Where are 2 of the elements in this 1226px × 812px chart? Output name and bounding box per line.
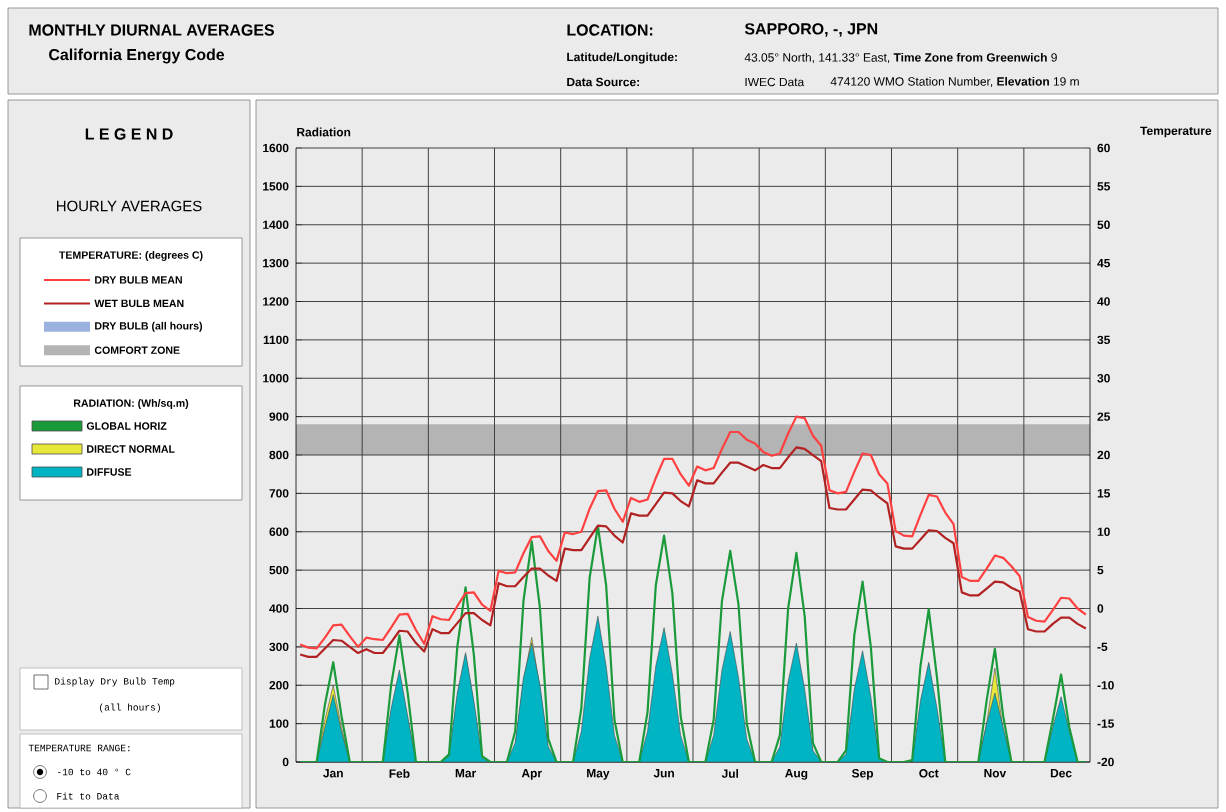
line-series xyxy=(299,446,1087,658)
line-series xyxy=(299,415,1087,650)
